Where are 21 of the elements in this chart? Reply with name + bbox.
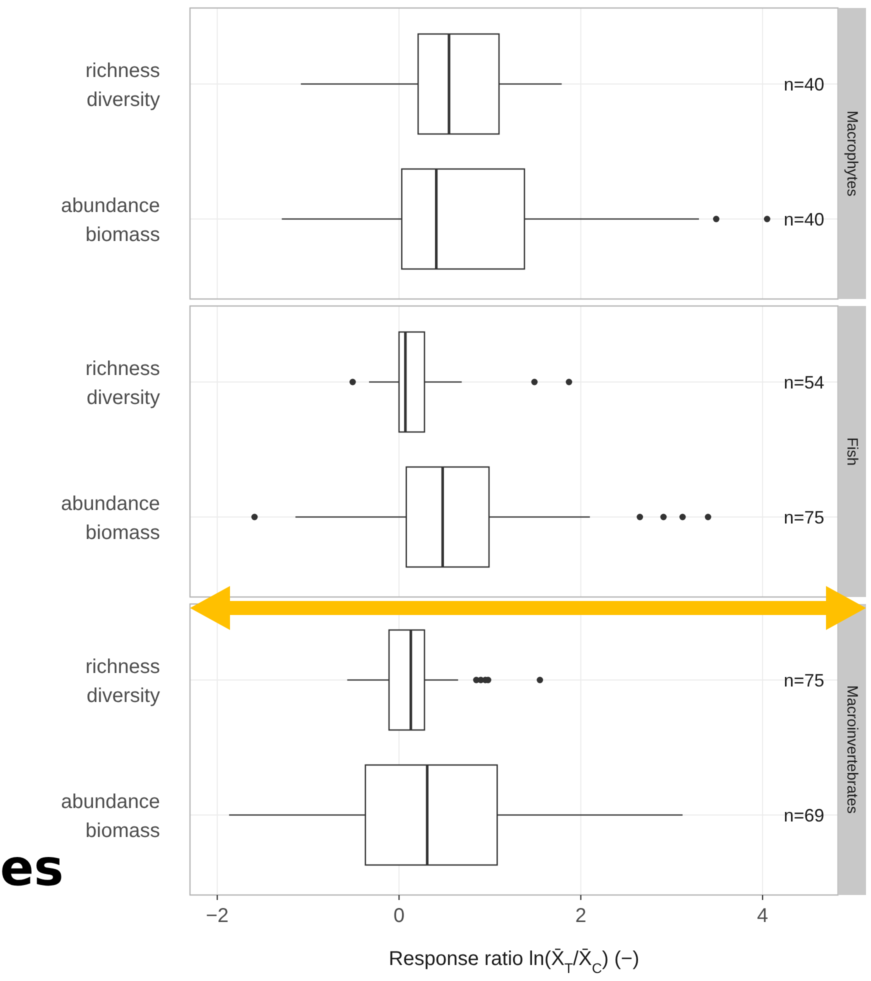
y-tick-label: richness diversity [86, 656, 160, 707]
x-tick-label: 4 [757, 905, 768, 927]
annotation: n=40 [784, 209, 824, 230]
annotation: n=54 [784, 372, 824, 392]
text: Macroinvertebrates [844, 685, 860, 814]
annotation: n=69 [784, 805, 824, 826]
y-tick-label: richness diversity [86, 358, 160, 409]
y-tick-label: richness diversity [86, 60, 160, 111]
y-tick-label: abundance biomass [61, 195, 160, 246]
x-tick-label: 0 [393, 905, 405, 927]
annotation: n=75 [784, 507, 824, 528]
x-tick-label: −2 [206, 905, 229, 927]
x-tick-label: 2 [575, 905, 586, 927]
x-axis-title: Response ratio ln(X̄$_{T}$/X̄$_{C}$) (−) [388, 948, 640, 976]
annotation: n=75 [784, 670, 824, 690]
annotation: n=40 [784, 74, 824, 94]
y-tick-label: abundance biomass [61, 493, 160, 544]
text: es [0, 839, 64, 897]
text: Macrophytes [844, 110, 860, 196]
text: Fish [844, 437, 860, 466]
y-tick-label: abundance biomass [61, 791, 160, 842]
